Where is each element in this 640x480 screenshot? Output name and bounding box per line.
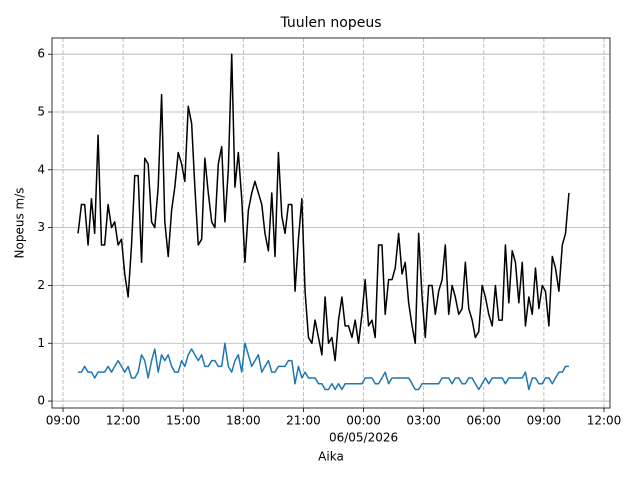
x-tick-label: 12:00 bbox=[106, 414, 141, 428]
y-tick-label: 0 bbox=[37, 394, 45, 408]
y-tick-label: 1 bbox=[37, 336, 45, 350]
x-tick-label: 03:00 bbox=[406, 414, 441, 428]
y-tick-label: 6 bbox=[37, 47, 45, 61]
x-offset-label: 06/05/2026 bbox=[329, 431, 398, 445]
x-tick-label: 00:00 bbox=[346, 414, 381, 428]
y-tick-label: 4 bbox=[37, 162, 45, 176]
x-tick-label: 21:00 bbox=[286, 414, 321, 428]
plot-frame bbox=[51, 37, 611, 409]
x-tick-label: 09:00 bbox=[527, 414, 562, 428]
x-tick-label: 09:00 bbox=[46, 414, 81, 428]
x-tick-label: 06:00 bbox=[466, 414, 501, 428]
x-tick-label: 18:00 bbox=[226, 414, 261, 428]
chart-title: Tuulen nopeus bbox=[279, 15, 381, 31]
x-tick-label: 12:00 bbox=[587, 414, 622, 428]
y-axis-label: Nopeus m/s bbox=[13, 188, 27, 259]
y-tick-label: 3 bbox=[37, 220, 45, 234]
y-tick-label: 2 bbox=[37, 278, 45, 292]
x-tick-label: 15:00 bbox=[166, 414, 201, 428]
x-axis-label: Aika bbox=[318, 450, 344, 464]
line-series bbox=[78, 342, 569, 391]
y-tick-label: 5 bbox=[37, 105, 45, 119]
line-series bbox=[77, 53, 570, 362]
